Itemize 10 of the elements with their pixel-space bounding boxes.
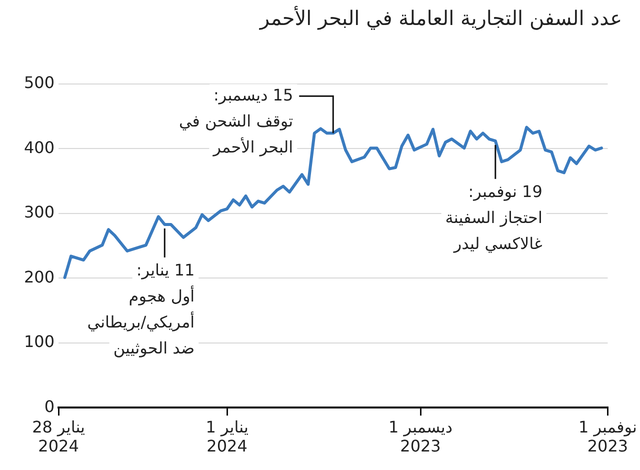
y-tick-label: 200 [24,267,55,286]
chart-title: عدد السفن التجارية العاملة في البحر الأحمر [260,6,622,30]
annotation: 15 ديسمبر: توقف الشحن في البحر الأحمر [178,85,294,156]
y-tick-label: 300 [24,202,55,222]
y-tick-label: 0 [44,396,55,416]
y-tick-label: 100 [24,332,55,352]
annotation: 19 نوفمبر: احتجاز السفينة غالاكسي ليدر [445,182,542,254]
y-tick-label: 400 [24,138,55,157]
y-tick-label: 500 [24,73,55,92]
annotation: 11 يناير: أول هجوم أمريكي/بريطاني ضد الحوثيين [87,260,195,358]
